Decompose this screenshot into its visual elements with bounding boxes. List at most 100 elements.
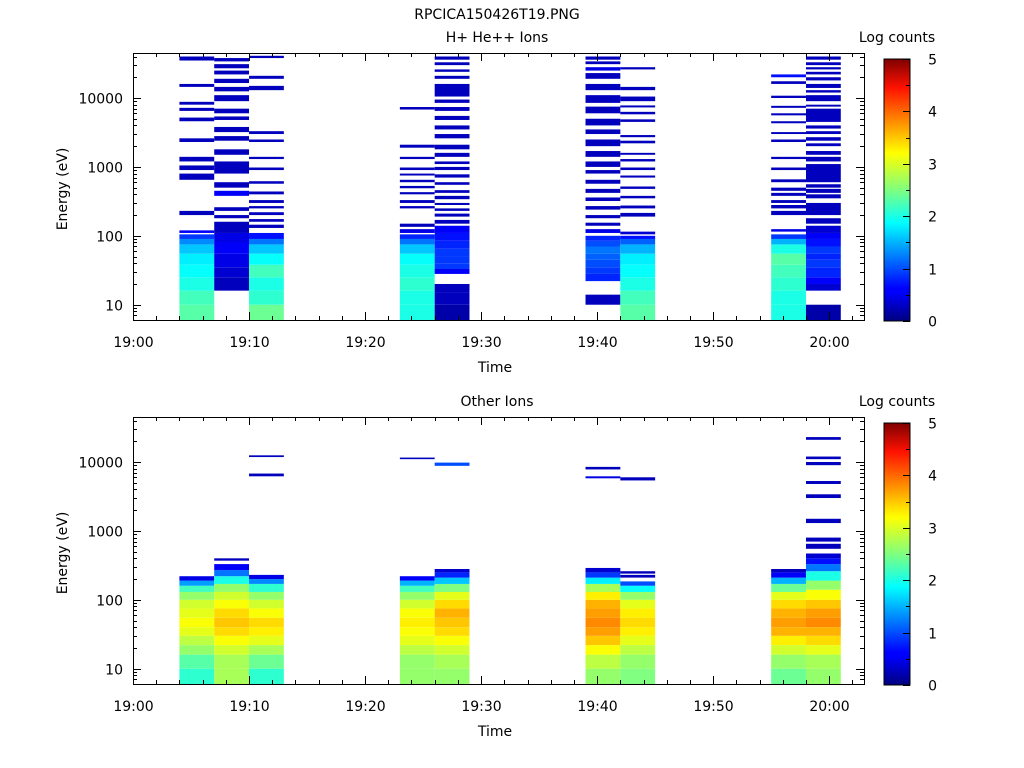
heatmap-cell bbox=[214, 608, 250, 618]
heatmap-cell bbox=[434, 62, 470, 66]
heatmap-cell bbox=[214, 136, 250, 141]
heatmap-cell bbox=[585, 635, 621, 646]
heatmap-cell bbox=[771, 167, 806, 171]
heatmap-cell bbox=[179, 645, 215, 655]
heatmap-cell bbox=[249, 574, 284, 580]
heatmap-cell bbox=[214, 570, 250, 577]
heatmap-cell bbox=[805, 304, 841, 320]
heatmap-cell bbox=[399, 645, 435, 655]
heatmap-cell bbox=[585, 466, 621, 470]
heatmap-cell bbox=[399, 185, 435, 189]
x-tick-label: 19:40 bbox=[577, 699, 617, 715]
heatmap-cell bbox=[805, 104, 841, 107]
heatmap-cell bbox=[805, 137, 841, 141]
colorbar-tick-label: 4 bbox=[928, 105, 937, 121]
heatmap-cell bbox=[434, 627, 470, 636]
heatmap-cell bbox=[434, 75, 470, 79]
heatmap-cell bbox=[771, 304, 806, 320]
colorbar-tick-label: 5 bbox=[928, 417, 937, 433]
heatmap-cell bbox=[399, 635, 435, 646]
heatmap-cell bbox=[434, 283, 470, 293]
heatmap-cell bbox=[399, 234, 435, 239]
colorbar-tick-label: 4 bbox=[928, 469, 937, 485]
x-tick-label: 19:00 bbox=[113, 335, 153, 351]
heatmap-cell bbox=[214, 591, 250, 600]
heatmap-cell bbox=[771, 234, 806, 239]
heatmap-cell bbox=[249, 264, 284, 278]
x-tick-label: 19:20 bbox=[345, 335, 385, 351]
heatmap-cell bbox=[214, 277, 250, 291]
heatmap-cell bbox=[620, 86, 656, 91]
heatmap-cell bbox=[620, 152, 656, 155]
heatmap-cell bbox=[399, 107, 435, 110]
heatmap-cell bbox=[805, 283, 841, 291]
heatmap-cells bbox=[179, 55, 841, 320]
heatmap-cell bbox=[771, 654, 806, 669]
heatmap-cell bbox=[214, 232, 250, 243]
heatmap-cell bbox=[805, 564, 841, 572]
heatmap-cell bbox=[214, 654, 250, 669]
heatmap-cell bbox=[249, 191, 284, 195]
heatmap-cell bbox=[434, 56, 470, 60]
heatmap-cell bbox=[434, 190, 470, 193]
heatmap-cell bbox=[214, 215, 250, 219]
heatmap-cell bbox=[214, 253, 250, 268]
heatmap-cell bbox=[399, 591, 435, 600]
heatmap-cell bbox=[179, 210, 215, 216]
heatmap-cell bbox=[434, 256, 470, 264]
heatmap-cell bbox=[585, 118, 621, 126]
heatmap-cell bbox=[620, 175, 656, 178]
heatmap-cell bbox=[585, 222, 621, 226]
heatmap-cell bbox=[771, 627, 806, 636]
heatmap-cell bbox=[179, 264, 215, 278]
heatmap-cell bbox=[434, 182, 470, 185]
heatmap-cell bbox=[585, 567, 621, 573]
y-tick-label: 100 bbox=[96, 230, 123, 246]
heatmap-cell bbox=[434, 152, 470, 157]
heatmap-cell bbox=[805, 635, 841, 646]
x-tick-label: 19:50 bbox=[693, 699, 733, 715]
heatmap-cell bbox=[179, 117, 215, 122]
heatmap-cell bbox=[805, 67, 841, 70]
heatmap-cell bbox=[805, 194, 841, 199]
heatmap-cell bbox=[399, 457, 435, 460]
heatmap-cell bbox=[771, 74, 806, 78]
heatmap-cell bbox=[771, 187, 806, 191]
heatmap-cell bbox=[771, 572, 806, 578]
heatmap-cell bbox=[179, 654, 215, 669]
heatmap-cell bbox=[399, 253, 435, 265]
heatmap-cell bbox=[585, 129, 621, 135]
heatmap-cell bbox=[620, 581, 656, 586]
heatmap-cells bbox=[179, 437, 841, 684]
heatmap-cell bbox=[399, 173, 435, 176]
heatmap-cell bbox=[805, 580, 841, 590]
heatmap-cell bbox=[585, 294, 621, 305]
heatmap-cell bbox=[805, 108, 841, 122]
heatmap-cell bbox=[214, 64, 250, 69]
heatmap-cell bbox=[805, 143, 841, 147]
heatmap-cell bbox=[771, 132, 806, 135]
heatmap-cell bbox=[771, 264, 806, 278]
heatmap-cell bbox=[399, 580, 435, 586]
heatmap-cell bbox=[434, 583, 470, 592]
heatmap-cell bbox=[179, 253, 215, 265]
heatmap-cell bbox=[805, 608, 841, 618]
heatmap-cell bbox=[805, 253, 841, 260]
heatmap-cell bbox=[179, 165, 215, 171]
heatmap-cell bbox=[805, 645, 841, 655]
heatmap-cell bbox=[805, 131, 841, 135]
heatmap-cell bbox=[214, 182, 250, 188]
heatmap-cell bbox=[585, 73, 621, 79]
heatmap-cell bbox=[585, 229, 621, 233]
heatmap-cell bbox=[805, 543, 841, 549]
heatmap-cell bbox=[585, 645, 621, 655]
axes: 19:00 19:10 19:20 19:30 19:40 19:50 20:00 10 100… bbox=[78, 53, 864, 351]
heatmap-cell bbox=[805, 481, 841, 484]
heatmap-cell bbox=[620, 119, 656, 122]
colorbar-ticks: 0 1 2 3 4 5 bbox=[903, 417, 937, 695]
heatmap-cell bbox=[249, 55, 284, 59]
heatmap-cell bbox=[585, 627, 621, 636]
heatmap-cell bbox=[585, 476, 621, 479]
heatmap-cell bbox=[620, 235, 656, 239]
heatmap-cell bbox=[585, 267, 621, 274]
